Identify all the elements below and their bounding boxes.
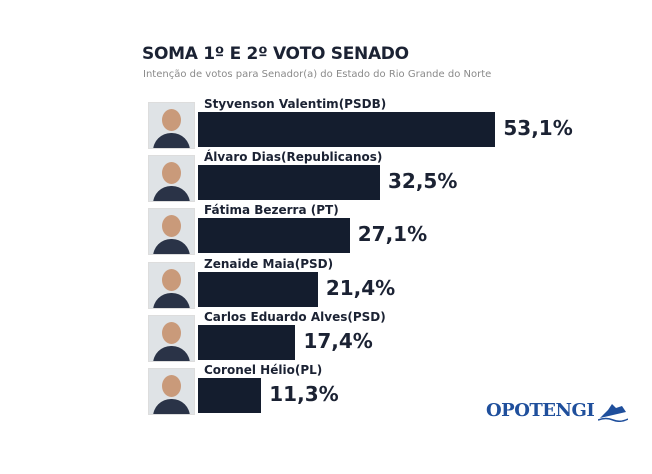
- photo-head: [162, 268, 181, 291]
- candidate-photo: [148, 208, 195, 256]
- chart-subtitle: Intenção de votos para Senador(a) do Est…: [143, 69, 492, 80]
- photo-body: [153, 133, 190, 148]
- bar-category-label: Álvaro Dias(Republicanos): [204, 150, 383, 165]
- bar-category-label: Coronel Hélio(PL): [204, 363, 323, 377]
- bar-value-label: 27,1%: [357, 222, 428, 247]
- bar-category-label: Styvenson Valentim(PSDB): [204, 97, 387, 111]
- bar-category-label: Carlos Eduardo Alves(PSD): [204, 309, 386, 324]
- bar-category-label: Zenaide Maia(PSD): [204, 256, 334, 271]
- bar: [198, 218, 350, 254]
- bar: [198, 378, 262, 413]
- photo-head: [162, 215, 181, 238]
- candidate-photo: [148, 102, 195, 149]
- photo-head: [162, 321, 181, 344]
- bar-row: Carlos Eduardo Alves(PSD) 17,4%: [148, 310, 628, 365]
- bar-row: Fátima Bezerra (PT) 27,1%: [148, 203, 628, 258]
- bar-value-label: 53,1%: [503, 116, 573, 140]
- candidate-photo: [148, 314, 195, 362]
- candidate-photo: [148, 368, 195, 415]
- photo-body: [153, 399, 190, 414]
- photo-head: [162, 109, 181, 131]
- bar-value-label: 21,4%: [325, 275, 396, 300]
- bar-category-label: Fátima Bezerra (PT): [204, 203, 339, 218]
- bar-value-label: 32,5%: [388, 169, 458, 194]
- chart-title: SOMA 1º E 2º VOTO SENADO: [142, 44, 409, 64]
- bar-row: Styvenson Valentim(PSDB) 53,1%: [148, 97, 628, 152]
- photo-body: [153, 239, 190, 255]
- photo-body: [153, 345, 190, 361]
- bar-row: Zenaide Maia(PSD) 21,4%: [148, 257, 628, 312]
- bar-row: Álvaro Dias(Republicanos) 32,5%: [148, 150, 628, 205]
- bar: [198, 271, 318, 307]
- bar: [198, 112, 496, 147]
- bar-value-label: 11,3%: [269, 382, 339, 406]
- bar-row: Coronel Hélio(PL) 11,3%: [148, 363, 628, 418]
- bar: [198, 165, 380, 201]
- photo-body: [153, 186, 190, 202]
- candidate-photo: [148, 261, 195, 309]
- logo-text: OPOTENGI: [486, 400, 595, 421]
- photo-body: [153, 292, 190, 308]
- photo-head: [162, 375, 181, 397]
- bar: [198, 324, 296, 360]
- photo-head: [162, 162, 181, 185]
- candidate-photo: [148, 155, 195, 203]
- opotengi-logo: OPOTENGI: [486, 400, 595, 421]
- boat-logo-icon: [598, 404, 628, 422]
- bar-value-label: 17,4%: [303, 328, 373, 353]
